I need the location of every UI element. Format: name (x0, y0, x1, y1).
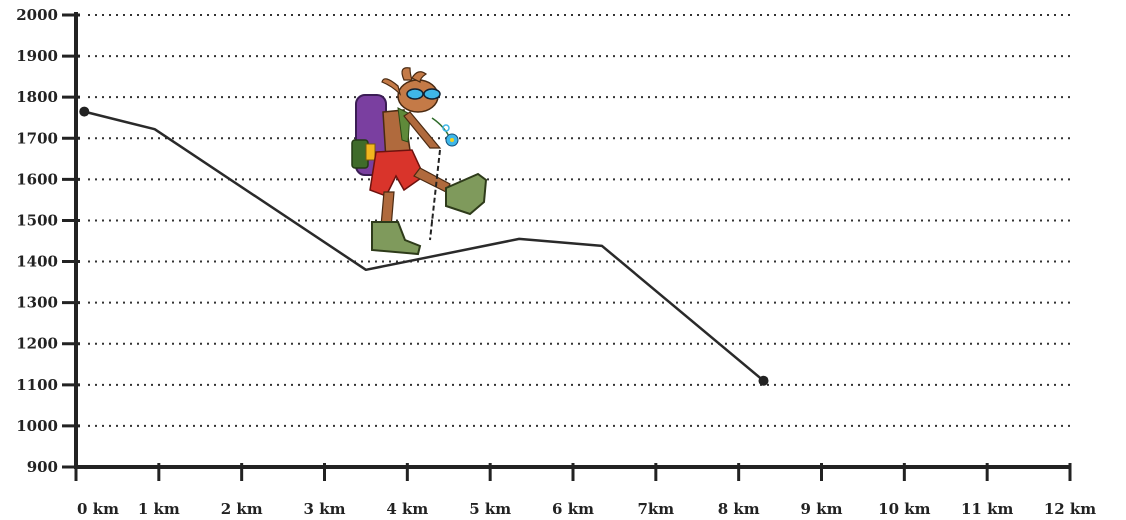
elevation-line (83, 110, 765, 382)
x-tick-label: 5 km (469, 500, 511, 518)
y-tick-label: 1400 (16, 253, 58, 271)
x-axis-ticks: 0 km 1 km 2 km 3 km 4 km 5 km 6 km 7km 8 km 9 km 1… (74, 463, 1096, 518)
x-tick-label: 7km (637, 500, 674, 518)
x-tick-label: 8 km (718, 500, 760, 518)
y-tick-label: 1000 (16, 417, 58, 435)
y-tick-label: 1100 (16, 376, 58, 394)
hiker-icon (351, 67, 488, 256)
x-tick-label: 4 km (386, 500, 428, 518)
y-tick-label: 2000 (16, 6, 58, 24)
y-tick-label: 1700 (16, 129, 58, 147)
x-tick-label: 12 km (1044, 500, 1096, 518)
x-tick-label: 11 km (961, 500, 1013, 518)
end-point (758, 375, 769, 386)
y-tick-label: 1800 (16, 88, 58, 106)
elevation-series (79, 106, 769, 386)
grid-lines (88, 14, 1070, 427)
x-tick-label: 9 km (801, 500, 843, 518)
x-tick-label: 6 km (552, 500, 594, 518)
y-tick-label: 1500 (16, 211, 58, 229)
y-tick-label: 1200 (16, 335, 58, 353)
x-tick-label: 3 km (304, 500, 346, 518)
x-tick-label: 2 km (221, 500, 263, 518)
x-tick-label: 0 km (77, 500, 119, 518)
y-tick-label: 1600 (16, 170, 58, 188)
axes (74, 12, 1070, 469)
y-tick-label: 900 (27, 458, 58, 476)
start-point (79, 106, 90, 117)
y-tick-label: 1900 (16, 47, 58, 65)
x-tick-label: 10 km (878, 500, 930, 518)
x-tick-label: 1 km (138, 500, 180, 518)
y-tick-label: 1300 (16, 294, 58, 312)
y-axis-ticks: 900 1000 1100 1200 1300 1400 1500 1600 1700 1800 1… (16, 6, 80, 476)
